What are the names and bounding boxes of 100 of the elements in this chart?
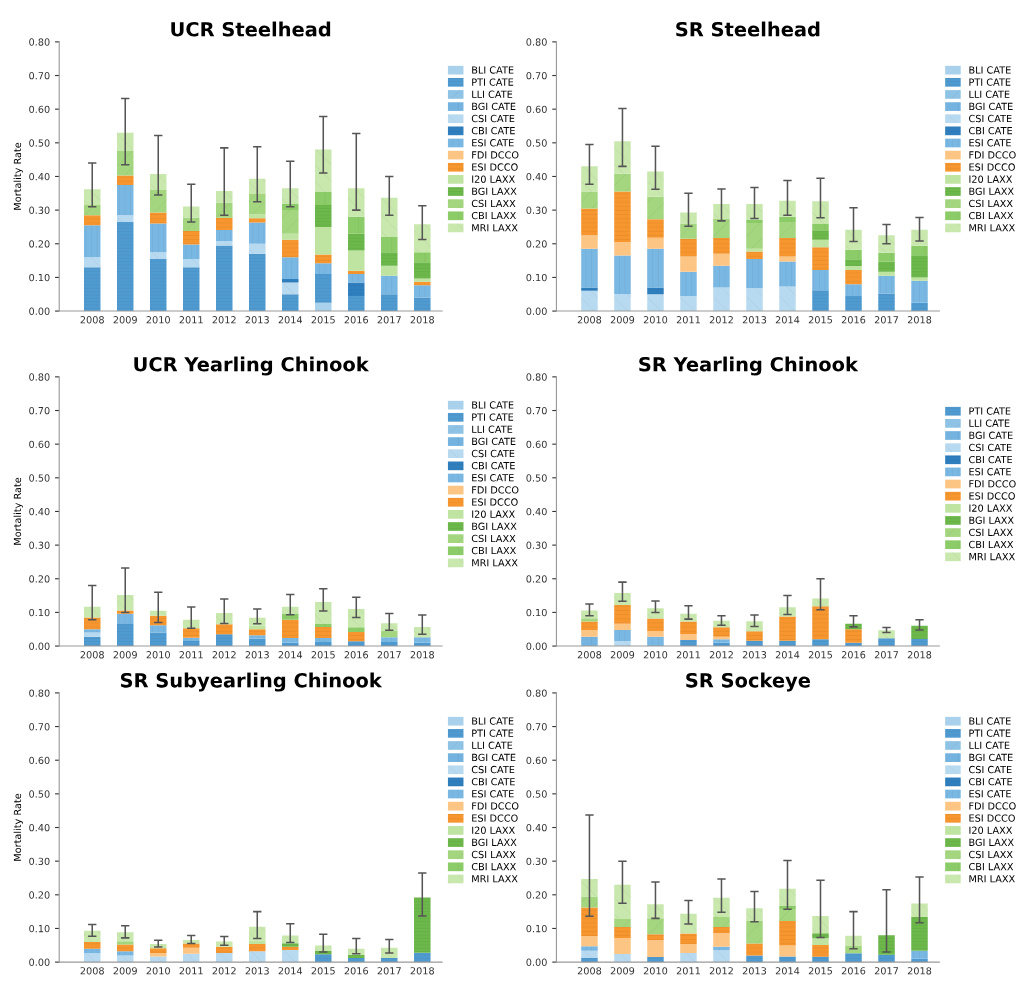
x-tick-label: 2018 [907,651,932,659]
legend-label: BGI CATE [472,753,516,762]
bar [878,935,895,955]
legend-label: ESI DCCO [472,498,518,506]
bar [680,634,697,640]
y-tick-label: 0.00 [526,958,547,966]
x-tick-label: 2012 [212,316,236,324]
bar [581,191,598,209]
bar [149,212,167,224]
bar [713,627,730,637]
bar [315,191,332,206]
bar [713,897,730,918]
bar [315,945,332,951]
x-tick-label: 2018 [907,967,932,975]
bar [779,616,796,641]
bar [812,230,829,240]
bar [216,946,233,954]
bar [414,278,431,282]
bar [249,243,266,254]
bar [812,270,829,291]
legend-label: CSI LAXX [969,528,1013,537]
bar [249,218,266,223]
bar [83,267,101,312]
bar [282,239,299,258]
bar [315,263,332,275]
bar [348,609,365,628]
x-tick-label: 2015 [808,316,833,324]
bar [812,938,829,945]
x-tick-label: 2016 [344,967,369,975]
y-tick-label: 0.70 [526,72,547,80]
bar [149,189,167,213]
legend-label: BGI CATE [472,102,516,111]
bar [282,233,299,240]
bar [249,222,266,244]
x-tick-label: 2009 [113,651,137,659]
bar [812,201,829,224]
bar [282,637,299,643]
y-tick-label: 0.80 [526,689,547,697]
bar [713,950,730,963]
y-tick-label: 0.50 [29,139,50,147]
bar [647,918,664,935]
x-tick-label: 2011 [676,651,700,659]
bar [845,295,862,312]
bar [83,215,101,226]
bar [680,271,697,296]
bar [911,245,928,256]
legend-label: CSI CATE [969,765,1012,774]
bar [249,951,266,963]
bar [381,275,398,295]
chart-title: SR Yearling Chinook [639,356,859,376]
bar [779,908,796,922]
bar [282,257,299,280]
y-tick-label: 0.70 [29,723,50,731]
legend-label: BGI CATE [969,431,1013,439]
y-tick-label: 0.30 [526,541,547,549]
legend-label: BLI CATE [969,66,1011,74]
y-axis-title: Mortality Rate [13,793,23,861]
x-tick-label: 2016 [841,316,866,324]
bar [249,629,266,636]
bar [149,625,167,633]
legend-label: ESI DCCO [969,163,1015,171]
legend-label: CSI CATE [969,443,1012,452]
bar [83,257,101,268]
x-tick-label: 2018 [410,316,434,324]
x-tick-label: 2017 [377,316,401,324]
y-tick-label: 0.00 [526,642,547,650]
bar [249,253,266,312]
bar [812,606,829,640]
bar [315,274,332,303]
bar [746,631,763,641]
x-tick-label: 2011 [676,316,700,324]
legend-label: MRI LAXX [472,224,518,232]
bar [282,294,299,312]
bar [216,624,233,635]
bar [381,252,398,266]
bar [381,237,398,253]
bar [581,618,598,622]
y-tick-label: 0.30 [29,857,50,865]
legend-label: PTI CATE [969,729,1011,737]
legend-label: FDI DCCO [472,486,519,494]
bar [746,943,763,956]
legend-label: I20 LAXX [472,510,515,518]
bar [315,226,332,255]
x-tick-label: 2016 [344,316,369,324]
bar [116,150,134,176]
bar [812,239,829,248]
legend-label: I20 LAXX [969,826,1013,834]
x-tick-label: 2017 [874,651,899,659]
bar [581,248,598,288]
bar [746,955,763,963]
legend-label: CSI LAXX [471,850,516,859]
x-tick-label: 2010 [146,316,170,324]
x-tick-label: 2008 [577,316,602,324]
bar [614,937,631,955]
bar [182,628,200,638]
legend-label: CSI LAXX [969,850,1013,859]
x-tick-label: 2018 [410,967,434,975]
legend-label: FDI DCCO [969,480,1016,488]
bar [581,208,598,236]
legend-label: CBI CATE [471,126,515,135]
